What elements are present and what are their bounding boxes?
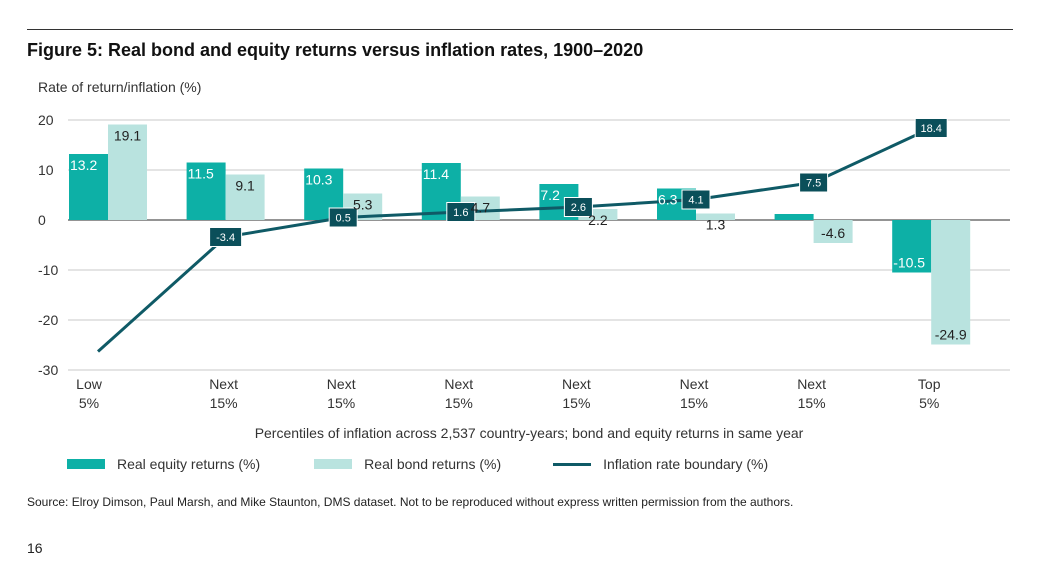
y-axis-label: Rate of return/inflation (%) [38, 79, 202, 95]
equity-bar [69, 154, 108, 220]
inflation-marker [914, 118, 948, 138]
x-tick-label: 15% [327, 395, 355, 411]
y-tick-label: 10 [38, 162, 54, 178]
x-tick-label: Next [562, 376, 591, 392]
x-tick-label: Next [797, 376, 826, 392]
legend-item-equity: Real equity returns (%) [67, 456, 260, 472]
x-tick-label: 15% [562, 395, 590, 411]
inflation-data-label: 1.6 [453, 207, 468, 219]
figure-title: Figure 5: Real bond and equity returns v… [27, 40, 644, 60]
inflation-marker [209, 227, 243, 247]
inflation-marker [563, 197, 593, 217]
equity-data-label: 6.3 [658, 192, 678, 208]
equity-bar [774, 214, 814, 220]
inflation-marker [799, 172, 829, 193]
x-tick-label: Top [918, 376, 941, 392]
legend-item-inflation: Inflation rate boundary (%) [553, 456, 768, 472]
page-number: 16 [27, 540, 43, 556]
bond-bar [578, 209, 618, 220]
inflation-data-label: 2.6 [571, 202, 586, 214]
x-tick-label: Next [327, 376, 356, 392]
bond-bar [813, 220, 853, 243]
bond-bar [225, 174, 265, 220]
legend: Real equity returns (%) Real bond return… [67, 456, 800, 472]
x-tick-label: 15% [798, 395, 826, 411]
legend-label-inflation: Inflation rate boundary (%) [603, 456, 769, 472]
bond-data-label: 2.2 [588, 212, 608, 228]
legend-label-equity: Real equity returns (%) [117, 456, 261, 472]
inflation-data-label: 18.4 [920, 123, 941, 135]
x-tick-label: Next [444, 376, 473, 392]
bond-bar [696, 213, 735, 220]
source-note: Source: Elroy Dimson, Paul Marsh, and Mi… [27, 495, 794, 509]
equity-data-label: 11.4 [423, 166, 449, 182]
chart-area: 20 10 0 -10 -20 -30 -3.4 0.5 1.6 2.6 4.1 7.5 18.4 L… [38, 112, 1010, 411]
bond-data-label: 1.3 [706, 217, 726, 233]
legend-item-bond: Real bond returns (%) [314, 456, 501, 472]
legend-swatch-bond [314, 459, 353, 469]
x-tick-label: Low [76, 376, 103, 392]
x-tick-label: 15% [210, 395, 238, 411]
y-tick-label: -20 [38, 312, 58, 328]
inflation-data-label: 7.5 [806, 178, 821, 190]
x-tick-label: 15% [680, 395, 708, 411]
bond-bar [931, 220, 971, 345]
equity-data-label: 10.3 [305, 172, 332, 188]
bond-data-label: 19.1 [114, 128, 141, 144]
equity-data-label: 13.2 [70, 157, 97, 173]
bond-bar [108, 124, 147, 220]
y-tick-label: 0 [38, 212, 46, 228]
equity-data-label: 11.5 [188, 166, 214, 182]
inflation-data-label: -3.4 [216, 232, 235, 244]
equity-bar [892, 220, 932, 273]
legend-swatch-equity [67, 459, 105, 469]
inflation-data-label: 4.1 [688, 195, 703, 207]
inflation-line [96, 126, 932, 353]
bond-data-label: 9.1 [235, 178, 255, 194]
x-tick-label: Next [680, 376, 709, 392]
inflation-marker [328, 207, 358, 228]
bond-data-label: 4.7 [471, 200, 491, 216]
bond-data-label: -24.9 [935, 327, 967, 343]
y-tick-label: -30 [38, 362, 58, 378]
x-tick-label: 5% [919, 395, 939, 411]
inflation-marker [446, 202, 476, 222]
top-rule [27, 29, 1013, 30]
bond-data-label: 5.3 [353, 197, 373, 213]
y-tick-label: 20 [38, 112, 54, 128]
legend-label-bond: Real bond returns (%) [364, 456, 502, 472]
equity-data-label: 7.2 [540, 187, 560, 203]
x-axis-label: Percentiles of inflation across 2,537 co… [254, 425, 804, 441]
bond-data-label: -4.6 [821, 225, 845, 241]
equity-data-label: -10.5 [893, 255, 925, 271]
x-tick-label: 15% [445, 395, 473, 411]
x-tick-label: 5% [79, 395, 99, 411]
y-tick-label: -10 [38, 262, 58, 278]
equity-bar [186, 162, 226, 220]
inflation-data-label: 0.5 [336, 213, 351, 225]
x-tick-label: Next [209, 376, 238, 392]
legend-swatch-inflation [553, 462, 592, 466]
inflation-marker [681, 189, 711, 210]
